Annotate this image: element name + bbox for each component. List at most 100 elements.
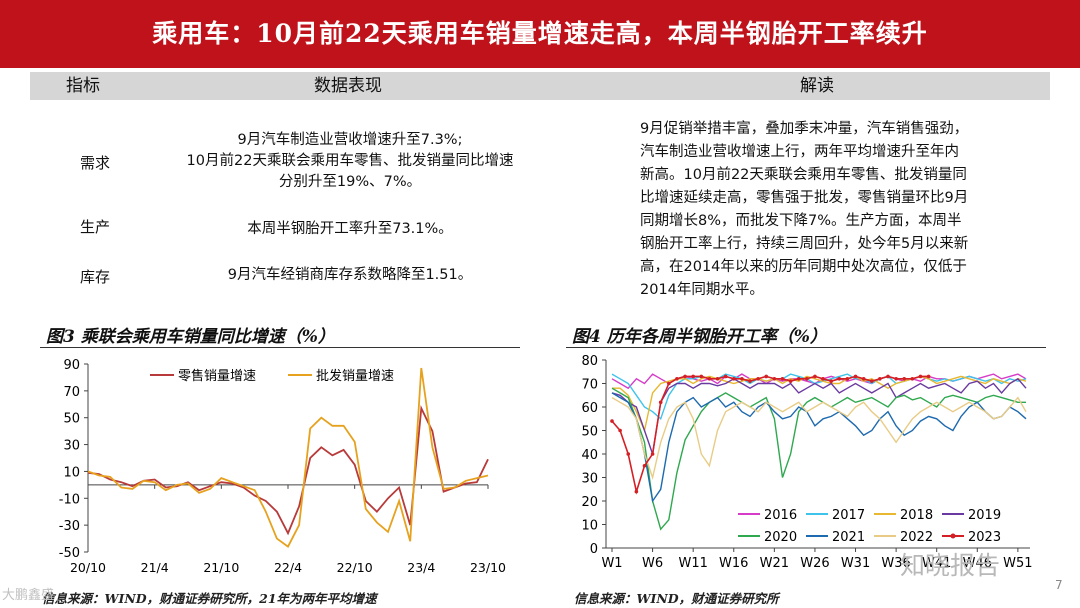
fig4-x-tick-label: W41 [922,556,951,571]
interpretation-text: 9月促销举措丰富，叠加季末冲量，汽车销售强劲， 汽车制造业营收增速上行，两年平均… [640,118,1060,302]
fig4-series-point-2023 [796,377,801,381]
fig3-legend-label-1: 批发销量增速 [316,368,394,384]
fig4-series-point-2023 [707,377,712,381]
fig4-series-point-2023 [731,377,736,381]
fig4-chart: 0 10 20 30 40 50 60 70 80 W1 W6 W11 W16 W21 W26 W31 W36 W… [581,354,1032,571]
interp-line-5: 同期增长8%，而批发下降7%。生产方面，本周半 [640,213,962,229]
fig3-series-line-0 [87,405,489,536]
fig3-x-tick-label: 22/4 [274,560,302,575]
production-line-1: 本周半钢胎开工率升至73.1%。 [247,221,453,237]
table-row-production: 本周半钢胎开工率升至73.1%。 [130,219,570,240]
fig4-y-tick-label: 70 [581,378,598,393]
fig3-y-tick-label: 90 [63,358,80,373]
fig4-legend-label-2021: 2021 [832,530,865,545]
fig4-x-tick-label: W6 [642,556,663,571]
fig4-y-tick-label: 20 [581,495,598,510]
fig4-series-line-2018 [612,375,1027,433]
fig4-x-tick-label: W1 [601,556,622,571]
header-data: 数据表现 [314,76,382,96]
fig4-y-tick-label: 30 [581,472,598,487]
fig4-legend-label-2020: 2020 [764,530,797,545]
row-label-demand: 需求 [80,154,111,172]
fig4-series-point-2023 [780,377,785,381]
fig4-legend-label-2018: 2018 [900,508,933,523]
fig4-title-rule [566,347,1046,348]
fig3-y-tick-label: 50 [63,412,80,427]
fig3-x-tick-label: 23/4 [407,560,435,575]
fig4-x-tick-label: W16 [719,556,748,571]
watermark-text-left: 大鹏鑫盛 [2,588,55,603]
fig4-y-tick-label: 60 [581,401,598,416]
fig4-x-tick-label: W21 [760,556,789,571]
fig3-y-tick-label: -50 [59,546,80,561]
fig4-series-line-2022 [611,396,1027,481]
fig4-series-line-2019 [611,377,1027,455]
interp-line-6: 钢胎开工率上行，持续三周回升，处今年5月以来新 [640,236,969,252]
fig4-series-point-2023 [837,377,842,381]
fig3-x-tick-label: 21/10 [203,560,239,575]
fig4-series-point-2023 [926,374,931,379]
table-row-inventory: 9月汽车经销商库存系数略降至1.51。 [130,265,570,286]
fig4-legend-label-2019: 2019 [968,508,1001,523]
table-row-demand: 9月汽车制造业营收增速升至7.3%; 10月前22天乘联会乘用车零售、批发销量同… [130,130,570,193]
fig4-series-point-2023 [829,379,833,383]
fig4-legend-marker-2023 [950,533,956,539]
fig3-y-tick-label: -30 [59,519,80,534]
interp-line-7: 高，在2014年以来的历年同期中处次高位，仅低于 [640,259,967,275]
interp-line-1: 9月促销举措丰富，叠加季末冲量，汽车销售强劲， [640,121,969,137]
fig4-series-line-2021 [611,392,1027,503]
fig4-series-point-2023 [869,379,874,383]
demand-line-2: 10月前22天乘联会乘用车零售、批发销量同比增速 [186,153,514,169]
fig4-series-point-2023 [650,452,655,456]
fig4-series-line-2017 [611,373,1027,421]
fig3-source: 信息来源：WIND，财通证券研究所，21年为两年平均增速 [42,591,377,606]
fig4-series-point-2023 [723,374,728,379]
fig4-series-point-2023 [675,377,679,381]
fig4-series-line-2020 [611,387,1026,531]
fig4-series-point-2023 [618,428,622,433]
interp-line-4: 比增速延续走高，零售强于批发，零售销量环比9月 [640,190,969,206]
fig4-y-tick-label: 0 [590,542,598,557]
fig4-series-point-2023 [918,374,923,379]
fig4-x-tick-label: W51 [1003,556,1032,571]
fig4-series-point-2023 [886,374,890,379]
fig4-series-point-2023 [667,381,671,386]
fig3-x-tick-label: 22/10 [337,560,373,575]
fig3-x-tick-label: 23/10 [470,560,506,575]
fig4-title: 图4 历年各周半钢胎开工率（%） [572,327,827,347]
fig3-x-tick-label: 21/4 [141,560,169,575]
fig4-series-point-2023 [910,377,915,381]
table-header: 指标 数据表现 解读 [30,72,1050,100]
fig4-series-point-2023 [853,374,858,379]
fig4-legend-label-2017: 2017 [832,508,865,523]
fig3-y-tick-label: 70 [63,385,80,400]
fig4-series-point-2023 [756,377,760,381]
interp-line-3: 新高。10月前22天乘联会乘用车零售、批发销量同 [640,167,967,183]
inventory-line-1: 9月汽车经销商库存系数略降至1.51。 [227,267,473,283]
fig3-title: 图3 乘联会乘用车销量同比增速（%） [46,327,335,347]
fig3-legend-label-0: 零售销量增速 [178,368,256,384]
fig4-series-point-2023 [805,377,809,381]
fig4-source: 信息来源：WIND，财通证券研究所 [574,591,779,606]
fig4-y-tick-label: 10 [581,519,598,534]
fig4-legend-label-2023: 2023 [968,530,1001,545]
fig4-y-tick-label: 80 [581,354,598,369]
interp-line-2: 汽车制造业营收增速上行，两年平均增速升至年内 [640,144,959,160]
fig4-x-tick-label: W31 [841,556,870,571]
fig4-series-point-2023 [764,374,769,379]
fig4-y-tick-label: 40 [581,448,598,463]
fig4-series-point-2023 [691,374,695,379]
fig4-series-point-2023 [610,419,614,423]
fig4-series-point-2023 [821,377,825,381]
fig4-series-point-2023 [642,463,647,468]
fig3-y-tick-label: 30 [63,439,80,454]
fig4-y-tick-label: 50 [581,425,598,440]
fig4-x-tick-label: W11 [678,556,707,571]
header-indicator: 指标 [66,76,100,96]
fig4-series-point-2023 [634,489,639,494]
fig4-series-point-2023 [772,377,777,381]
page-number: 7 [1055,578,1063,592]
fig4-series-point-2023 [878,377,882,381]
fig3-series-line-1 [87,367,489,548]
row-label-inventory: 库存 [80,268,111,286]
